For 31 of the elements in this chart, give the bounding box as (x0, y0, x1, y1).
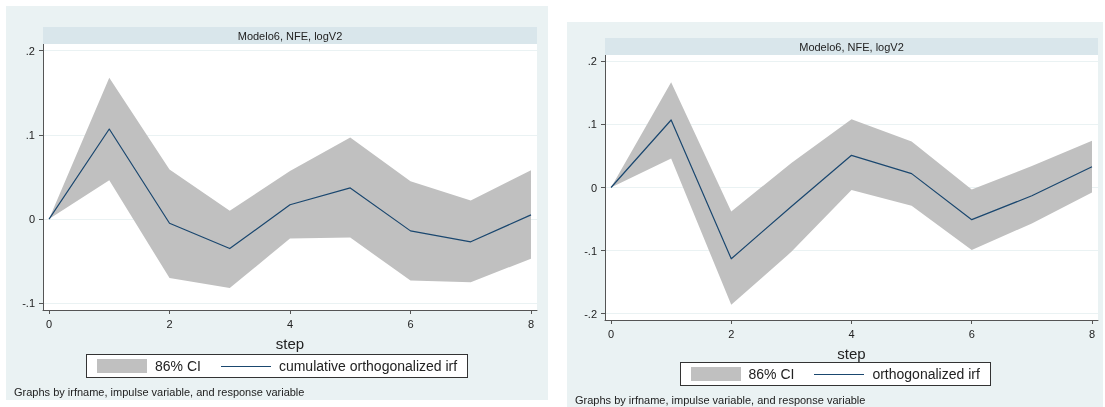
y-tick-label: 0 (590, 181, 597, 194)
chart-title: Modelo6, NFE, logV2 (237, 29, 343, 42)
line-series (48, 128, 532, 250)
text: 86% CI (155, 358, 201, 374)
x-axis-title: step (275, 335, 305, 352)
y-tick-label: .2 (587, 55, 597, 68)
y-tick-label: -.2 (584, 307, 597, 320)
x-tick-label: 6 (407, 317, 414, 330)
line-series (610, 119, 1093, 260)
x-tick-label: 0 (45, 317, 53, 330)
x-tick-label: 2 (728, 327, 735, 340)
legend-label: orthogonalized irf (872, 366, 980, 382)
legend-label: cumulative orthogonalized irf (278, 358, 458, 374)
y-tick-label: .1 (25, 128, 35, 141)
x-tick-label: 2 (166, 317, 173, 330)
x-tick-label: 8 (1088, 327, 1096, 340)
text: Graphs by irfname, impulse variable, and response variable (575, 393, 866, 406)
chart-title: Modelo6, NFE, logV2 (799, 40, 904, 53)
x-tick-label: 0 (607, 327, 615, 340)
x-tick-label: 8 (527, 317, 535, 330)
y-tick-label: 0 (28, 213, 35, 226)
y-tick-label: .2 (25, 44, 35, 57)
y-tick-label: -.1 (22, 297, 35, 310)
x-tick-label: 4 (848, 327, 855, 340)
text: 86% CI (748, 366, 795, 382)
y-tick-label: .1 (587, 118, 597, 131)
x-tick-label: 4 (286, 317, 294, 330)
x-axis-title: step (837, 345, 866, 362)
text: Graphs by irfname, impulse variable, and response variable (14, 385, 305, 398)
y-tick-label: -.1 (584, 244, 597, 257)
x-tick-label: 6 (968, 327, 975, 340)
